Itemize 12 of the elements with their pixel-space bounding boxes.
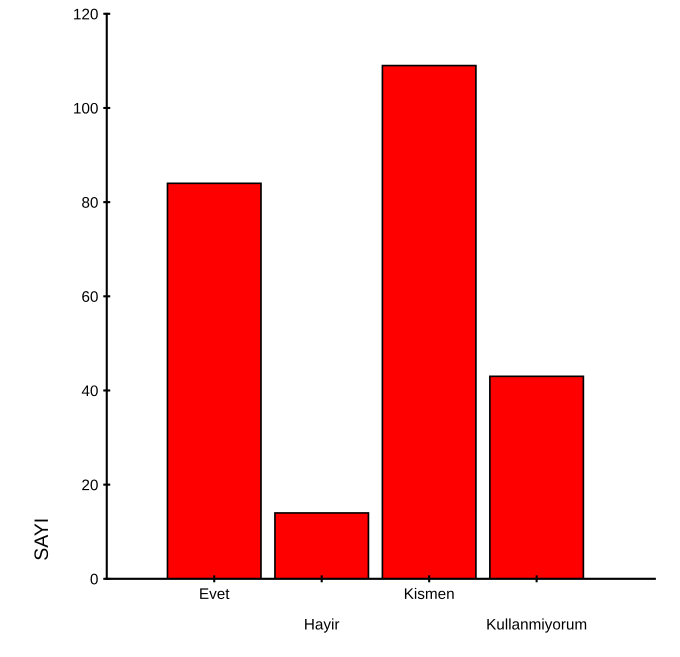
y-tick-label: 40 — [82, 385, 98, 396]
x-tick-label: Kullanmiyorum — [487, 618, 586, 633]
y-tick-label: 120 — [74, 8, 98, 20]
y-tick-label: 100 — [74, 102, 98, 114]
y-tick-label: 0 — [90, 574, 98, 585]
y-tick-label: 60 — [82, 291, 98, 302]
y-axis-title: SAYI — [34, 520, 48, 560]
y-tick-label: 20 — [82, 480, 98, 490]
x-tick-label: Kismen — [404, 588, 454, 600]
x-tick-label: Hayir — [305, 618, 340, 633]
x-tick-label: Evet — [200, 588, 230, 600]
y-tick-label: 80 — [82, 197, 98, 208]
